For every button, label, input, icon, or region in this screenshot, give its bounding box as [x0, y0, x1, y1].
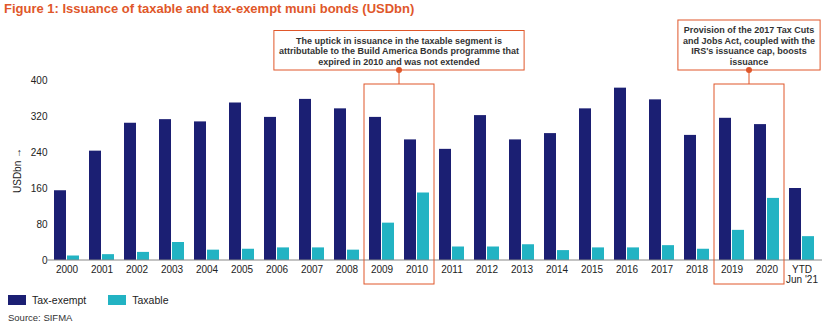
svg-text:2015: 2015 [581, 264, 604, 275]
svg-text:2002: 2002 [126, 264, 149, 275]
html-text:Taxable: Taxable [132, 294, 169, 306]
svg-text:2011: 2011 [441, 264, 463, 275]
svg-text:USDbn →: USDbn → [12, 148, 23, 193]
html-text:Tax-exempt: Tax-exempt [32, 294, 87, 306]
svg-text:YTDJun '21: YTDJun '21 [786, 264, 818, 285]
svg-text:2006: 2006 [266, 264, 289, 275]
svg-text:Provision of the 2017 Tax Cuts: Provision of the 2017 Tax Cutsand Jobs A… [683, 25, 815, 67]
svg-text:2007: 2007 [301, 264, 324, 275]
svg-text:80: 80 [36, 219, 48, 230]
svg-text:2013: 2013 [511, 264, 534, 275]
svg-text:400: 400 [31, 75, 48, 86]
svg-text:2019: 2019 [721, 264, 744, 275]
svg-text:2001: 2001 [91, 264, 114, 275]
svg-text:2008: 2008 [336, 264, 359, 275]
svg-text:2009: 2009 [371, 264, 394, 275]
svg-text:2005: 2005 [231, 264, 254, 275]
svg-text:240: 240 [31, 147, 48, 158]
svg-text:2000: 2000 [56, 264, 79, 275]
html-text:Source: SIFMA: Source: SIFMA [8, 312, 73, 323]
svg-text:2003: 2003 [161, 264, 184, 275]
svg-text:0: 0 [41, 254, 48, 266]
svg-text:The uptick in issuance in the: The uptick in issuance in the taxable se… [279, 36, 519, 67]
svg-text:160: 160 [31, 183, 48, 194]
svg-text:2017: 2017 [651, 264, 674, 275]
svg-text:2016: 2016 [616, 264, 639, 275]
svg-text:2020: 2020 [756, 264, 779, 275]
svg-text:2012: 2012 [476, 264, 499, 275]
svg-text:320: 320 [31, 111, 48, 122]
svg-text:2018: 2018 [686, 264, 709, 275]
svg-text:2004: 2004 [196, 264, 219, 275]
svg-text:2010: 2010 [406, 264, 429, 275]
svg-text:2014: 2014 [546, 264, 569, 275]
html-text:Figure 1: Issuance of taxable: Figure 1: Issuance of taxable and tax-ex… [4, 1, 415, 16]
